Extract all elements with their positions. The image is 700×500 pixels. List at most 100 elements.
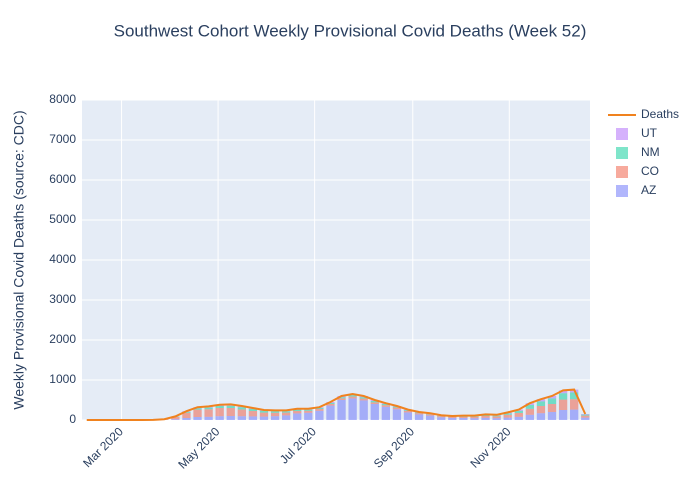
bar [437, 417, 446, 420]
bar [293, 411, 302, 414]
bar [348, 395, 357, 397]
bar [281, 415, 291, 420]
bar [459, 418, 468, 420]
bar [226, 416, 235, 420]
bar [437, 416, 446, 418]
bar [481, 415, 490, 416]
bar [259, 412, 269, 417]
bar [381, 405, 391, 407]
bar [337, 397, 346, 399]
bar [581, 414, 590, 416]
bar [558, 410, 568, 420]
y-tick-label: 0 [69, 412, 76, 426]
legend-label: Deaths [641, 107, 679, 121]
line [86, 388, 587, 421]
bar [359, 398, 368, 401]
bar [503, 414, 512, 418]
bar [370, 404, 379, 420]
bar [481, 417, 490, 420]
bar [581, 417, 590, 420]
bar [503, 413, 512, 415]
bar [381, 404, 391, 406]
bar [470, 416, 479, 419]
legend-label: AZ [641, 183, 656, 197]
y-axis-title: Weekly Provisional Covid Deaths (source:… [11, 110, 27, 409]
x-tick-label: Nov 2020 [467, 424, 513, 470]
bar [348, 396, 357, 399]
bar [326, 405, 335, 420]
bar [281, 411, 291, 413]
bar [315, 409, 324, 411]
y-tick-label: 4000 [49, 252, 76, 266]
x-tick-label: Jul 2020 [277, 424, 319, 466]
bar [281, 412, 291, 416]
bar [492, 416, 501, 419]
y-tick-label: 2000 [49, 332, 76, 346]
bar [392, 407, 402, 410]
bar [525, 408, 535, 415]
bar [547, 396, 557, 399]
bar [171, 417, 180, 420]
bar [337, 400, 346, 420]
bar [547, 404, 557, 412]
bar [204, 409, 213, 417]
bar [215, 408, 224, 417]
bar [414, 414, 424, 420]
bar [259, 416, 269, 420]
bar [337, 398, 346, 400]
bar [570, 409, 579, 420]
bar [514, 413, 523, 417]
bar [558, 399, 568, 410]
bar [359, 397, 368, 399]
bar [293, 409, 302, 411]
bar [536, 401, 546, 406]
bar [403, 412, 413, 420]
bar [237, 416, 246, 420]
bar [171, 419, 180, 420]
bar [503, 417, 512, 420]
bar [270, 411, 280, 413]
bar [370, 401, 379, 403]
y-tick-label: 7000 [49, 132, 76, 146]
bar [237, 409, 246, 417]
bar [448, 418, 457, 420]
bar [204, 416, 213, 420]
bar [182, 418, 191, 420]
bar [536, 406, 546, 414]
y-tick-label: 6000 [49, 172, 76, 186]
bar [226, 408, 235, 416]
bar [492, 418, 501, 420]
bar [525, 414, 535, 420]
x-tick-label: Sep 2020 [371, 424, 417, 470]
legend-swatch [616, 166, 628, 178]
bar [459, 416, 468, 418]
legend-swatch [616, 185, 628, 197]
y-tick-label: 5000 [49, 212, 76, 226]
bar [370, 402, 379, 404]
bar [315, 408, 324, 409]
bar [414, 413, 424, 415]
legend-swatch [616, 147, 628, 159]
x-tick-label: May 2020 [175, 424, 222, 471]
bar [315, 410, 324, 420]
y-tick-label: 1000 [49, 372, 76, 386]
bar [547, 398, 557, 404]
bar [558, 390, 568, 394]
bar [215, 416, 224, 420]
bar [392, 406, 402, 408]
y-tick-label: 3000 [49, 292, 76, 306]
bar [492, 415, 501, 417]
bar [226, 405, 235, 408]
bar [359, 400, 368, 420]
bar [204, 407, 213, 410]
bar [248, 409, 258, 411]
bar [215, 406, 224, 408]
bar [248, 416, 258, 420]
bar [304, 409, 313, 411]
bar [193, 417, 202, 420]
bar [426, 415, 435, 420]
bar [570, 399, 579, 410]
bar [348, 398, 357, 420]
bar [570, 392, 579, 400]
